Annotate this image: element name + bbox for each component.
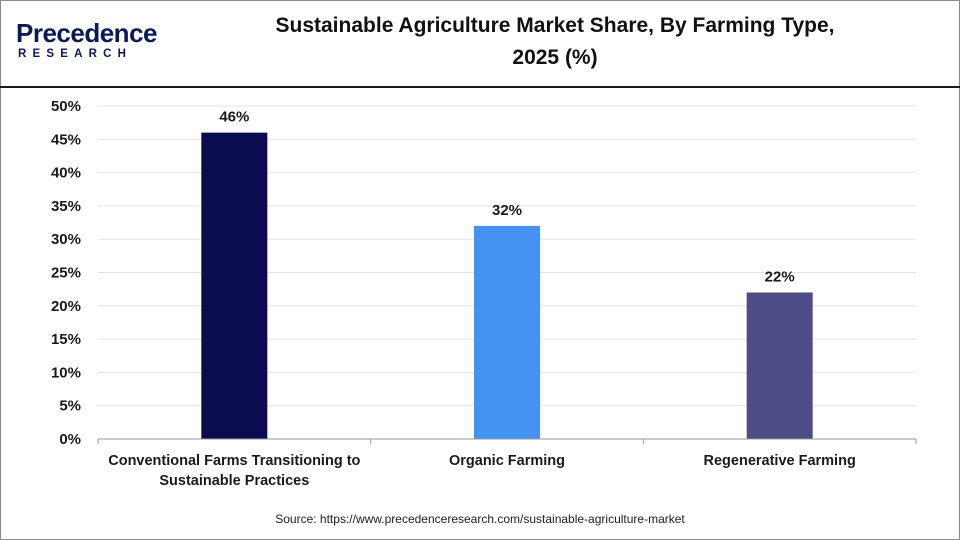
y-axis-ticks: 0% 5% 10% 15% 20% 25% 30% 35% 40% 45% 50% (51, 98, 81, 448)
data-label: 22% (765, 268, 795, 285)
chart-title-line-2: 2025 (%) (512, 46, 598, 69)
bars (201, 132, 813, 439)
x-category-label: Organic Farming (449, 453, 565, 469)
y-tick-label: 40% (51, 165, 81, 182)
x-axis-categories: Conventional Farms Transitioning to Susta… (108, 453, 856, 489)
bar (746, 292, 813, 439)
x-axis (97, 438, 917, 444)
chart-title-line-1: Sustainable Agriculture Market Share, By… (275, 14, 835, 37)
logo-word: Precedence (16, 18, 157, 48)
logo: Precedence RESEARCH (16, 18, 166, 64)
y-tick-label: 20% (51, 298, 81, 315)
y-tick-label: 25% (51, 265, 81, 282)
data-label: 32% (492, 202, 522, 219)
bar-chart: 0% 5% 10% 15% 20% 25% 30% 35% 40% 45% 50% 46% 32% 22… (51, 98, 917, 489)
logo-subtitle: RESEARCH (18, 48, 133, 60)
data-label: 46% (219, 109, 249, 126)
y-tick-label: 15% (51, 331, 81, 348)
chart-title: Sustainable Agriculture Market Share, By… (190, 10, 920, 74)
header: Precedence RESEARCH Sustainable Agricult… (0, 0, 960, 88)
data-labels: 46% 32% 22% (219, 109, 794, 286)
bar (201, 132, 268, 439)
y-tick-label: 10% (51, 364, 81, 381)
y-tick-label: 0% (59, 431, 81, 448)
y-tick-label: 30% (51, 231, 81, 248)
y-tick-label: 35% (51, 198, 81, 215)
x-category-label: Regenerative Farming (704, 453, 856, 469)
bar (474, 225, 540, 439)
y-tick-label: 50% (51, 98, 81, 115)
y-tick-label: 45% (51, 131, 81, 148)
y-tick-label: 5% (59, 398, 81, 415)
x-category-label: Conventional Farms Transitioning to Susta… (108, 453, 360, 489)
source-note: Source: https://www.precedenceresearch.c… (275, 512, 685, 526)
